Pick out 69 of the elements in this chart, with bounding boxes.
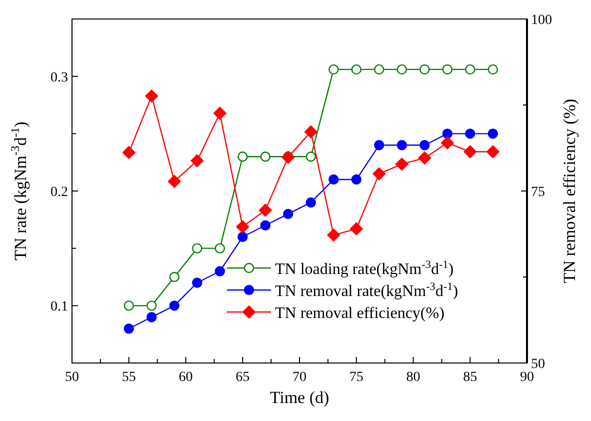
x-tick-label: 65 bbox=[236, 370, 250, 385]
point bbox=[464, 145, 477, 158]
point bbox=[328, 174, 339, 185]
point bbox=[304, 125, 318, 138]
point bbox=[214, 243, 225, 254]
point bbox=[442, 128, 452, 139]
point bbox=[238, 232, 248, 242]
point bbox=[260, 152, 270, 162]
point bbox=[440, 136, 454, 150]
point bbox=[306, 152, 316, 162]
y2-tick-label: 50 bbox=[531, 357, 545, 372]
x-tick-label: 60 bbox=[178, 370, 193, 385]
point bbox=[465, 128, 476, 139]
point bbox=[124, 300, 134, 311]
x-tick-label: 55 bbox=[122, 370, 136, 385]
point bbox=[372, 167, 386, 180]
point bbox=[486, 145, 500, 158]
x-tick-label: 75 bbox=[349, 370, 364, 385]
point bbox=[418, 151, 432, 164]
point bbox=[236, 220, 250, 234]
x-tick-label: 80 bbox=[406, 370, 420, 385]
legend-label: TN loading rate(kgNm$^{-3}$d$^{-1}$) bbox=[275, 259, 454, 278]
point bbox=[169, 272, 180, 282]
point bbox=[214, 266, 225, 276]
point bbox=[374, 64, 384, 75]
point bbox=[328, 64, 339, 75]
x-tick-label: 50 bbox=[65, 370, 79, 385]
point bbox=[190, 154, 204, 168]
point bbox=[192, 243, 202, 254]
point bbox=[213, 106, 226, 120]
x-tick-label: 85 bbox=[463, 370, 478, 385]
point bbox=[168, 174, 181, 188]
point bbox=[146, 300, 157, 311]
point bbox=[395, 158, 408, 171]
point bbox=[488, 64, 498, 75]
point bbox=[420, 64, 430, 75]
point bbox=[169, 300, 180, 311]
y-tick-label: 0.1 bbox=[50, 300, 68, 315]
point bbox=[327, 228, 340, 242]
x-tick-label: 90 bbox=[520, 370, 534, 385]
point bbox=[465, 64, 476, 75]
point bbox=[420, 140, 430, 150]
point bbox=[374, 140, 384, 150]
point bbox=[351, 64, 362, 75]
point bbox=[442, 64, 452, 75]
point bbox=[283, 208, 294, 220]
point bbox=[351, 174, 362, 185]
point bbox=[260, 220, 270, 230]
y2-axis-title: TN removal efficiency (%) bbox=[560, 98, 579, 284]
point bbox=[488, 128, 498, 139]
point bbox=[238, 152, 248, 162]
y2-tick-label: 100 bbox=[531, 13, 552, 28]
point bbox=[145, 90, 158, 103]
y-tick-label: 0.3 bbox=[50, 70, 68, 86]
y-tick-label: 0.2 bbox=[50, 185, 68, 200]
point bbox=[396, 140, 407, 150]
x-tick-label: 70 bbox=[292, 370, 306, 385]
point bbox=[192, 278, 202, 288]
point bbox=[396, 64, 407, 75]
point bbox=[258, 204, 272, 217]
point bbox=[306, 197, 316, 208]
point bbox=[124, 324, 134, 334]
y2-tick-label: 75 bbox=[531, 185, 545, 200]
legend-label: TN removal rate(kgNm$^{-3}$d$^{-1}$) bbox=[275, 281, 458, 300]
x-axis-title: Time (d) bbox=[270, 388, 330, 407]
point bbox=[146, 312, 157, 322]
point bbox=[122, 146, 136, 159]
point bbox=[350, 222, 363, 236]
legend-label: TN removal efficiency(%) bbox=[275, 305, 444, 322]
